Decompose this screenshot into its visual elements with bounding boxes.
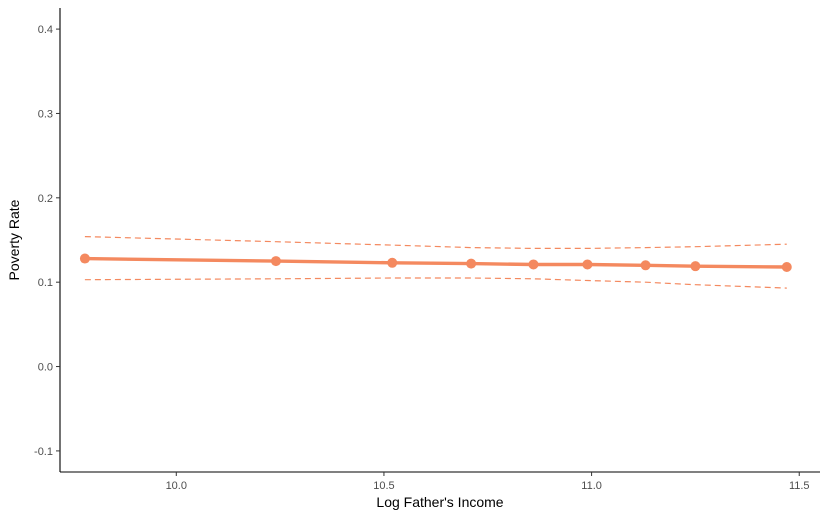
- estimate-point: [466, 258, 477, 269]
- estimate-point: [79, 253, 90, 264]
- y-axis-ticks: -0.1 0.0 0.1 0.2 0.3 0.4: [34, 24, 60, 458]
- y-tick-label: 0.4: [38, 24, 53, 36]
- x-tick-label: 11.0: [581, 480, 602, 492]
- x-tick-label: 10.0: [166, 480, 187, 492]
- estimate-line-group: [79, 253, 792, 272]
- estimate-point: [690, 261, 701, 272]
- upper-bound-dashed-line: [84, 236, 787, 249]
- estimate-line: [83, 256, 789, 269]
- estimate-point: [582, 259, 593, 270]
- estimate-point: [781, 261, 792, 272]
- lower-bound-dashed-line: [84, 277, 787, 289]
- x-tick-label: 11.5: [789, 480, 810, 492]
- estimate-point: [270, 256, 281, 267]
- y-tick-label: 0.0: [38, 362, 53, 374]
- y-tick-label: 0.2: [38, 193, 53, 205]
- y-tick-label: 0.1: [38, 277, 53, 289]
- axes: [59, 8, 820, 473]
- confidence-band-lines: [84, 236, 787, 289]
- estimate-point: [528, 259, 539, 270]
- y-tick-label: 0.3: [38, 108, 53, 120]
- y-axis-title: Poverty Rate: [6, 199, 22, 280]
- x-axis-ticks: 10.0 10.5 11.0 11.5: [166, 472, 810, 492]
- x-tick-label: 10.5: [373, 480, 394, 492]
- estimate-point: [387, 257, 398, 268]
- estimate-point: [640, 260, 651, 271]
- y-tick-label: -0.1: [34, 446, 53, 458]
- x-axis-title: Log Father's Income: [376, 494, 503, 510]
